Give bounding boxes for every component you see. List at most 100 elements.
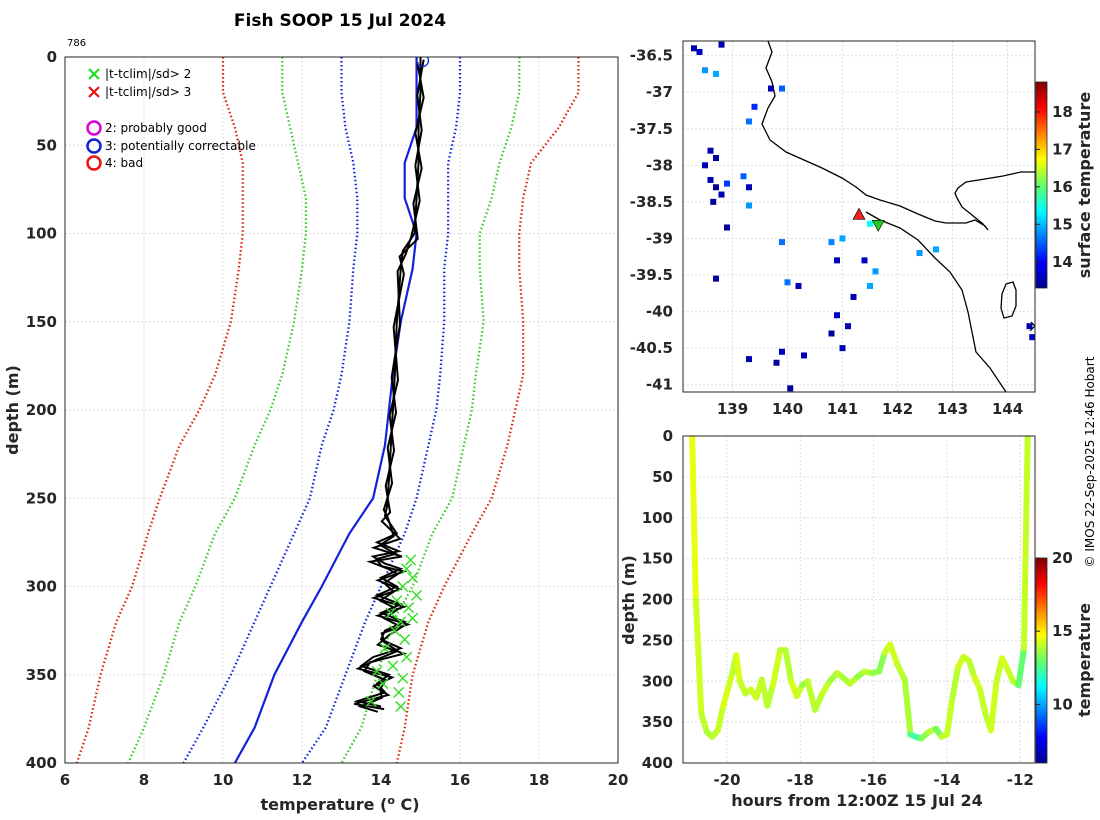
track-marker-triangle-up (852, 207, 866, 220)
sst-cells (691, 41, 1035, 392)
sst-cell (839, 345, 846, 352)
sst-cell (784, 279, 791, 286)
depth-time-segment (692, 596, 705, 717)
map-x-tick: 144 (992, 400, 1023, 418)
map-colorbar-ticks: 14 15 16 17 18 (1036, 103, 1073, 271)
map-y-tick: -41 (646, 376, 673, 394)
depth-time-segment (876, 649, 888, 675)
sst-cell (834, 312, 840, 319)
profile-y-tick: 0 (47, 48, 57, 66)
depth-time-y-label: depth (m) (619, 555, 638, 645)
depth-time-y-tick: 400 (642, 754, 673, 772)
depth-time-segment (988, 678, 1000, 734)
map-x-tick: 142 (882, 400, 913, 418)
map-x-tick: 139 (717, 400, 748, 418)
map-colorbar-label: surface temperature (1075, 92, 1094, 279)
sst-cell (779, 85, 785, 92)
sst-cell (702, 67, 708, 74)
series-clim-mean (233, 57, 418, 763)
sst-cell (746, 184, 752, 191)
flag-x-marker (395, 701, 407, 713)
map-grid (683, 41, 1035, 392)
flag-x-marker (393, 686, 405, 698)
depth-time-y-tick: 300 (642, 672, 673, 690)
sst-cell (867, 282, 873, 289)
map-y-tick: -38 (646, 156, 673, 174)
sst-cell (746, 118, 752, 125)
sst-cell (768, 85, 774, 92)
sst-cell (746, 356, 752, 363)
temperature-colorbar-tick: 15 (1052, 622, 1073, 640)
legend-label: 4: bad (105, 156, 143, 170)
flag-x-marker (397, 581, 409, 592)
series-clim-1sd-low (182, 57, 359, 763)
depth-time-y-tick: 250 (642, 631, 673, 649)
depth-time-y-tick: 50 (652, 468, 673, 486)
depth-time-segment (1021, 436, 1031, 652)
depth-time-x-tick: -20 (713, 771, 740, 789)
sst-cell (751, 103, 758, 110)
map-x-tick: 143 (937, 400, 968, 418)
sst-cell (801, 352, 807, 359)
sst-cell (779, 348, 785, 355)
depth-time-y-tick: 350 (642, 713, 673, 731)
series-clim-2sd-low (127, 57, 308, 763)
flag-x-marker (401, 651, 413, 663)
flag-x-marker (407, 612, 419, 624)
map-y-tick: -39 (646, 229, 673, 247)
depth-time-segment (887, 641, 901, 668)
depth-time-segment (949, 664, 961, 701)
depth-time-ticks: -20 -18 -16 -14 -12 0 50 100 150 200 250 300 350 400 (642, 427, 1034, 789)
depth-time-x-tick: -12 (1007, 771, 1034, 789)
sst-cell (1029, 334, 1035, 341)
credit-text: © IMOS 22-Sep-2025 12:46 Hobart (1083, 356, 1097, 567)
legend-x-symbol (88, 86, 100, 98)
map-colorbar-tick: 16 (1052, 178, 1073, 196)
depth-time-segment (1015, 645, 1027, 689)
map-colorbar-tick: 18 (1052, 103, 1073, 121)
map-y-tick: -39.5 (630, 266, 673, 284)
depth-time-segment (977, 686, 989, 717)
depth-time-segment (714, 702, 727, 734)
sst-cell (718, 41, 725, 48)
sst-cell (724, 180, 730, 187)
sst-cell (779, 239, 785, 246)
series-clim-1sd-high (301, 57, 462, 763)
flag-x-marker (385, 607, 397, 619)
map-colorbar-tick: 17 (1052, 140, 1073, 158)
depth-time-x-tick: -14 (933, 771, 960, 789)
depth-time-y-tick: 100 (642, 509, 673, 527)
profile-axes-box (64, 56, 619, 764)
depth-time-segment (698, 710, 710, 735)
sst-cell (845, 323, 851, 330)
legend-label: 3: potentially correctable (105, 139, 256, 153)
map-ticks: 139 140 141 142 143 144 -36.5 -37 -37.5 -38 -38.5 -… (630, 47, 1023, 418)
sst-cell (740, 173, 747, 180)
map-y-tick: -38.5 (630, 193, 673, 211)
ship-track (852, 207, 885, 232)
sst-cell (834, 257, 840, 264)
flag-x-marker (391, 595, 403, 607)
depth-time-grid (683, 435, 1035, 764)
map-y-tick: -37 (646, 83, 673, 101)
flag-x-marker (403, 602, 415, 614)
flag-x-marker (379, 642, 391, 654)
profile-y-tick: 400 (26, 754, 57, 772)
temperature-colorbar-ticks: 10 15 20 (1036, 549, 1073, 713)
series-clim-3sd-high (395, 57, 580, 763)
legend-label: |t-tclim|/sd> 2 (105, 67, 191, 81)
flag-x-marker (395, 616, 407, 628)
sst-cell (795, 282, 802, 289)
profile-y-label: depth (m) (3, 365, 22, 455)
flag-x-marker (377, 678, 389, 690)
map-x-tick: 141 (827, 400, 858, 418)
sst-cell (916, 250, 923, 257)
sst-cell (828, 239, 835, 246)
depth-time-segment (764, 682, 776, 709)
coastline-tasmania (865, 211, 1007, 392)
depth-time-segment (804, 678, 818, 713)
depth-time-y-tick: 200 (642, 591, 673, 609)
map-colorbar-tick: 14 (1052, 253, 1073, 271)
